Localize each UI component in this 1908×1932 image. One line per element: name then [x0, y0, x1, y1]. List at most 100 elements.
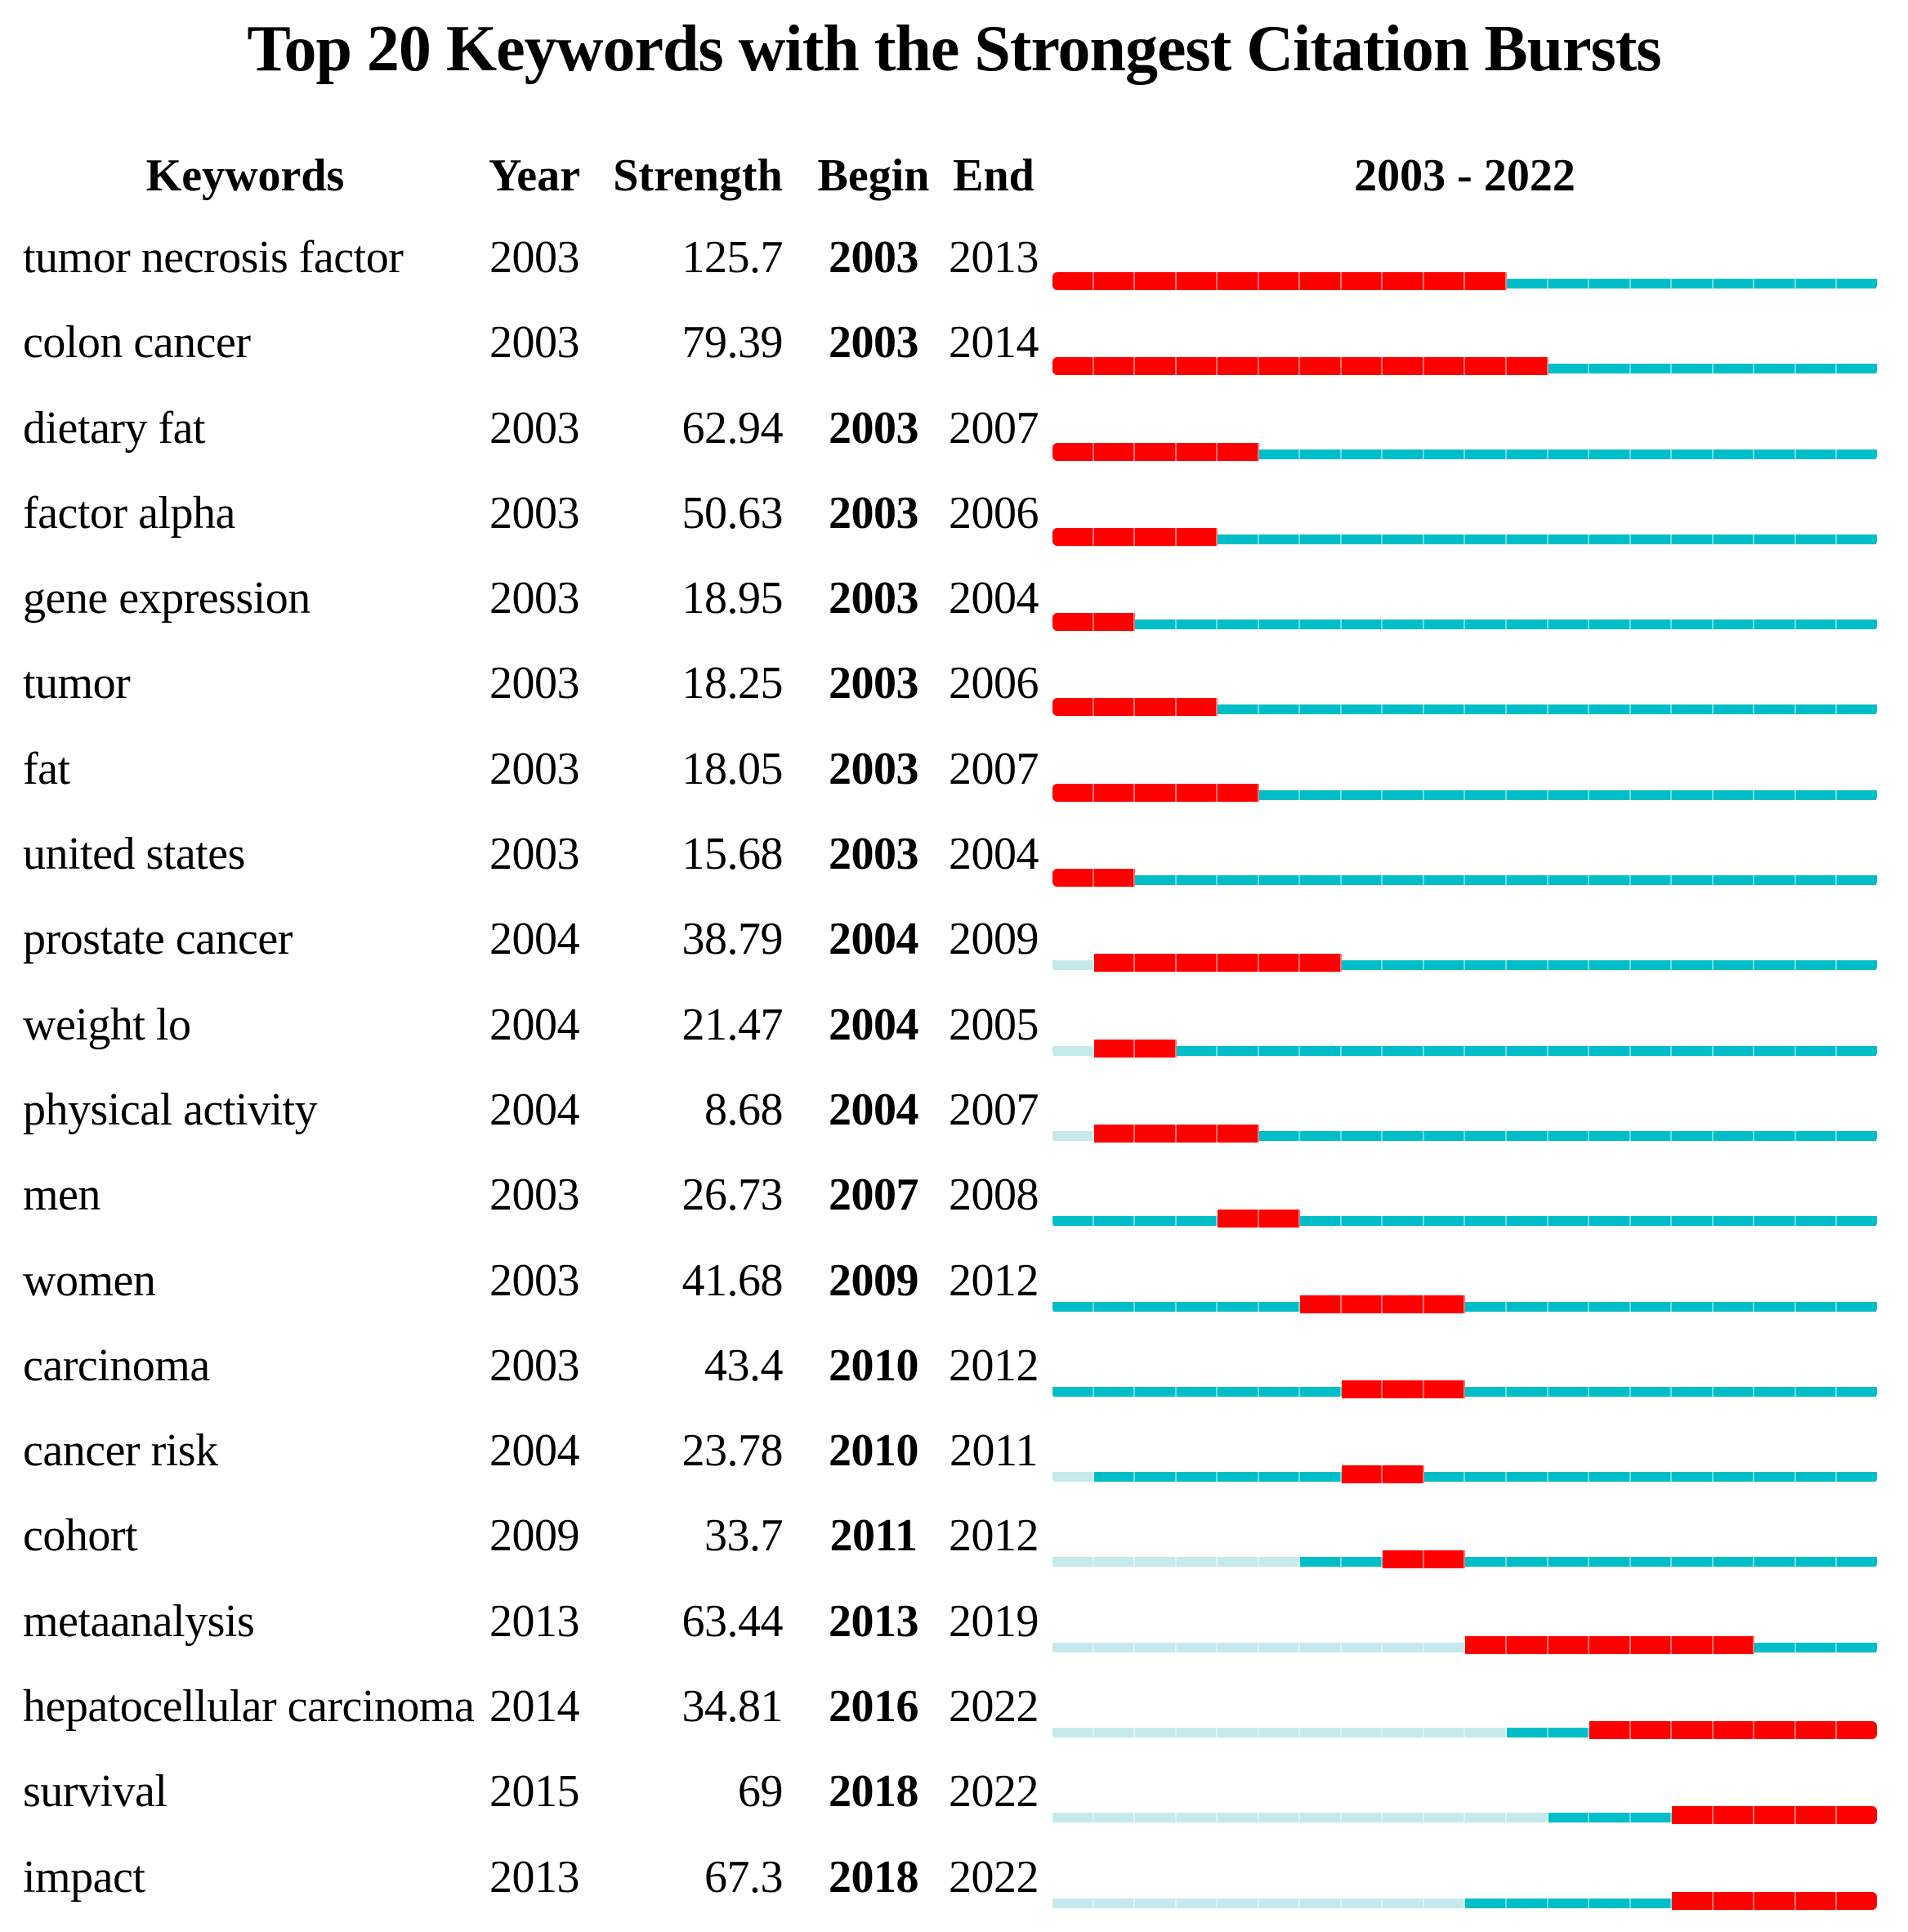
year-cell-2016 [1589, 1557, 1631, 1568]
year-cell-2004 [1093, 1039, 1136, 1058]
year-cell-2014 [1507, 875, 1548, 886]
year-cell-2020 [1754, 1891, 1796, 1910]
year-cell-2016 [1589, 1301, 1631, 1312]
year-cell-2016 [1589, 1130, 1631, 1141]
year-cell-2011 [1383, 619, 1424, 630]
year-cell-2020 [1754, 704, 1796, 715]
year-cell-2007 [1218, 1557, 1259, 1568]
year-cell-2012 [1423, 1898, 1466, 1908]
year-cell-2021 [1795, 704, 1838, 715]
year-value: 2003 [489, 743, 580, 794]
burst-timeline-bar [1052, 272, 1877, 290]
year-cell-2004 [1093, 869, 1136, 888]
year-cell-2006 [1176, 357, 1218, 376]
year-cell-2018 [1672, 364, 1714, 374]
begin-value: 2003 [829, 232, 919, 283]
year-cell-2021 [1795, 364, 1838, 374]
keyword-label: cohort [23, 1510, 138, 1562]
year-cell-2014 [1507, 1557, 1548, 1568]
strength-value: 43.4 [704, 1339, 784, 1391]
strength-value: 18.25 [681, 658, 784, 709]
year-cell-2022 [1837, 1891, 1877, 1910]
year-cell-2019 [1713, 960, 1755, 971]
burst-timeline-bar [1052, 783, 1877, 802]
year-cell-2020 [1754, 789, 1796, 800]
year-cell-2007 [1218, 357, 1259, 376]
year-cell-2008 [1258, 272, 1301, 290]
year-cell-2011 [1383, 789, 1424, 800]
year-cell-2016 [1589, 789, 1631, 800]
year-cell-2010 [1341, 704, 1383, 715]
year-cell-2013 [1465, 357, 1508, 376]
year-cell-2013 [1465, 1301, 1508, 1312]
year-cell-2020 [1754, 1472, 1796, 1483]
year-value: 2003 [489, 829, 580, 880]
year-cell-2010 [1341, 960, 1383, 971]
year-cell-2021 [1795, 1806, 1838, 1825]
year-cell-2006 [1176, 619, 1218, 630]
year-cell-2010 [1341, 1045, 1383, 1056]
year-value: 2004 [489, 1084, 580, 1135]
year-cell-2015 [1548, 875, 1590, 886]
year-cell-2019 [1713, 449, 1755, 459]
year-cell-2017 [1630, 534, 1673, 544]
year-cell-2021 [1795, 1216, 1838, 1227]
year-cell-2018 [1672, 619, 1714, 630]
year-cell-2022 [1837, 704, 1877, 715]
year-cell-2019 [1713, 1721, 1755, 1740]
year-cell-2021 [1795, 1557, 1838, 1568]
year-cell-2020 [1754, 534, 1796, 544]
year-cell-2008 [1258, 1210, 1301, 1228]
year-cell-2021 [1795, 619, 1838, 630]
year-cell-2014 [1507, 449, 1548, 459]
year-cell-2008 [1258, 449, 1301, 459]
end-value: 2005 [949, 999, 1039, 1050]
burst-timeline-bar [1052, 1806, 1877, 1825]
year-cell-2008 [1258, 619, 1301, 630]
year-cell-2009 [1300, 789, 1342, 800]
strength-value: 34.81 [681, 1681, 784, 1733]
year-cell-2013 [1465, 1045, 1508, 1056]
end-value: 2014 [949, 317, 1039, 369]
year-cell-2004 [1093, 272, 1136, 290]
year-cell-2011 [1383, 1550, 1424, 1569]
table-row: colon cancer 2003 79.39 2003 2014 [0, 300, 1908, 385]
year-cell-2013 [1465, 1557, 1508, 1568]
year-cell-2013 [1465, 1130, 1508, 1141]
table-row: factor alpha 2003 50.63 2003 2006 [0, 471, 1908, 556]
year-cell-2016 [1589, 1721, 1631, 1740]
year-cell-2009 [1300, 449, 1342, 459]
year-cell-2018 [1672, 1806, 1714, 1825]
year-cell-2020 [1754, 875, 1796, 886]
year-cell-2005 [1135, 1386, 1177, 1397]
table-row: prostate cancer 2004 38.79 2004 2009 [0, 897, 1908, 982]
year-cell-2019 [1713, 704, 1755, 715]
year-cell-2022 [1837, 619, 1877, 630]
year-cell-2017 [1630, 1721, 1673, 1740]
year-cell-2011 [1383, 1465, 1424, 1484]
year-cell-2015 [1548, 1557, 1590, 1568]
year-cell-2017 [1630, 1635, 1673, 1654]
year-cell-2014 [1507, 1301, 1548, 1312]
year-cell-2011 [1383, 1813, 1424, 1823]
burst-timeline-bar [1052, 1295, 1877, 1313]
burst-timeline-bar [1052, 1550, 1877, 1569]
keyword-label: tumor necrosis factor [23, 232, 404, 283]
year-cell-2013 [1465, 619, 1508, 630]
strength-value: 79.39 [681, 317, 784, 369]
table-row: men 2003 26.73 2007 2008 [0, 1152, 1908, 1237]
begin-value: 2004 [829, 1084, 919, 1135]
table-row: dietary fat 2003 62.94 2003 2007 [0, 386, 1908, 471]
year-cell-2012 [1423, 1642, 1466, 1652]
year-cell-2007 [1218, 1472, 1259, 1483]
year-cell-2020 [1754, 1721, 1796, 1740]
year-value: 2004 [489, 999, 580, 1050]
year-cell-2017 [1630, 1301, 1673, 1312]
burst-timeline-bar [1052, 527, 1877, 546]
year-value: 2003 [489, 402, 580, 454]
year-cell-2004 [1093, 613, 1136, 632]
year-cell-2017 [1630, 960, 1673, 971]
year-value: 2013 [489, 1851, 580, 1903]
year-cell-2008 [1258, 534, 1301, 544]
burst-timeline-bar [1052, 1721, 1877, 1740]
